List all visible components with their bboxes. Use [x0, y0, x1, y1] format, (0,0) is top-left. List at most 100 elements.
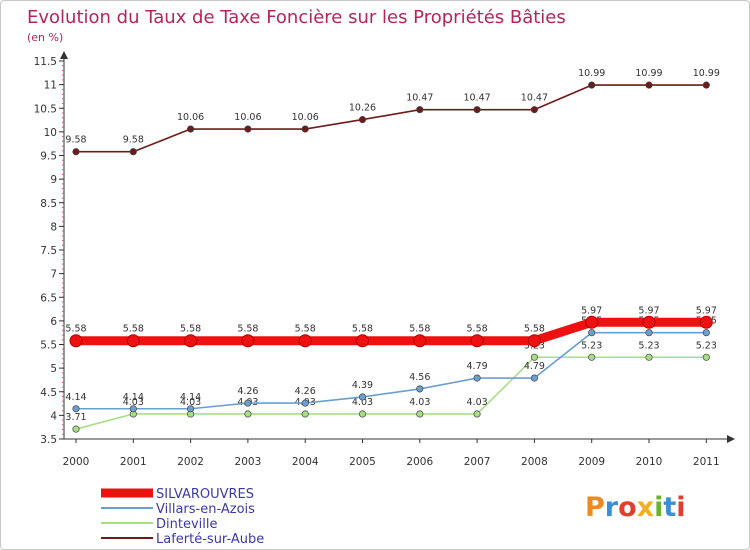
data-label: 10.99: [578, 68, 605, 79]
data-point: [184, 334, 198, 348]
data-point: [473, 106, 481, 114]
chart-title: Evolution du Taux de Taxe Foncière sur l…: [27, 7, 566, 28]
data-label: 10.06: [177, 112, 204, 123]
legend-label: Villars-en-Azois: [156, 502, 255, 517]
data-label: 4.14: [123, 392, 144, 403]
data-point: [530, 353, 538, 361]
series-line: [76, 84, 707, 153]
logo-letter: i: [676, 492, 685, 523]
data-point: [244, 125, 252, 133]
data-label: 10.26: [349, 103, 376, 114]
data-point: [588, 329, 596, 337]
data-label: 4.26: [295, 386, 316, 397]
y-tick-label: 4: [50, 410, 57, 422]
data-point: [244, 410, 252, 418]
data-point: [416, 385, 424, 393]
data-label: 5.23: [696, 340, 717, 351]
data-point: [645, 329, 653, 337]
series-silvarouvres: 5.58 5.58 5.58 5.58 5.58 5.58 5.58 5.58 5.58 5.97…: [65, 305, 717, 348]
data-point: [530, 374, 538, 382]
data-label: 5.58: [295, 324, 316, 335]
data-point: [530, 106, 538, 114]
data-point: [129, 405, 137, 413]
chart-subtitle: (en %): [27, 31, 63, 44]
x-tick-label: 2011: [693, 456, 720, 468]
data-label: 4.03: [180, 397, 201, 408]
data-label: 5.58: [65, 324, 86, 335]
data-point: [358, 393, 367, 401]
y-tick-label: 10.5: [34, 103, 57, 115]
proxiti-wordmark: Proxiti: [585, 492, 686, 523]
data-label: 4.39: [352, 380, 373, 391]
data-label: 4.56: [409, 372, 430, 383]
y-tick-label: 10: [44, 127, 57, 139]
y-tick-label: 8.5: [40, 198, 57, 210]
data-point: [298, 334, 312, 348]
logo-letter: i: [654, 492, 663, 523]
data-label: 10.99: [693, 68, 720, 79]
data-label: 5.97: [696, 305, 717, 316]
x-tick-label: 2001: [120, 456, 147, 468]
series-layer: 9.58 9.58 10.06 10.06 10.06 10.26 10.47 10.47 10…: [65, 68, 720, 433]
data-label: 9.58: [65, 135, 86, 146]
data-label: 5.58: [180, 324, 201, 335]
series-villars-en-azois: 4.144.144.144.264.264.394.564.794.795.75…: [65, 316, 717, 413]
data-point: [473, 374, 481, 382]
data-label: 5.58: [237, 324, 258, 335]
data-label: 10.47: [463, 93, 490, 104]
series-line: [76, 331, 707, 410]
data-point: [126, 334, 140, 348]
data-label: 4.03: [409, 397, 430, 408]
data-label: 4.26: [237, 386, 258, 397]
data-point: [358, 116, 367, 124]
data-point: [413, 334, 427, 348]
data-label: 4.03: [467, 397, 488, 408]
data-point: [702, 353, 710, 361]
data-point: [301, 125, 309, 133]
data-point: [470, 334, 484, 348]
series-line: [76, 317, 707, 346]
y-axis-arrow: [60, 51, 68, 59]
x-tick-label: 2008: [521, 456, 548, 468]
logo-letter: x: [637, 492, 654, 523]
data-point: [416, 106, 424, 114]
y-tick-label: 5.5: [40, 340, 57, 352]
y-tick-label: 7.5: [40, 245, 57, 257]
y-tick-label: 11.5: [34, 56, 57, 68]
data-point: [69, 334, 83, 348]
axes: 3.5 4 4.5 5 5.5 6 6.5 7 7.5 8 8.5 9 9.5 10 10.5 11 11.5 2…: [34, 51, 735, 468]
legend-label: SILVAROUVRES: [156, 487, 254, 502]
data-point: [702, 329, 710, 337]
series-lafert-sur-aube: 9.58 9.58 10.06 10.06 10.06 10.26 10.47 10.47 10…: [65, 68, 720, 156]
legend-label: Laferté-sur-Aube: [156, 532, 264, 547]
data-point: [645, 81, 653, 89]
data-point: [72, 405, 80, 413]
x-tick-label: 2010: [636, 456, 663, 468]
data-label: 9.58: [123, 135, 144, 146]
y-tick-label: 9: [50, 174, 57, 186]
x-tick-label: 2009: [578, 456, 605, 468]
data-label: 4.03: [123, 397, 144, 408]
data-label: 4.03: [352, 397, 373, 408]
x-tick-label: 2006: [406, 456, 433, 468]
data-point: [72, 148, 80, 156]
data-label: 5.23: [581, 340, 602, 351]
data-point: [187, 405, 195, 413]
y-tick-label: 6.5: [40, 292, 57, 304]
data-label: 10.06: [292, 112, 319, 123]
y-tick-label: 3.5: [40, 434, 57, 446]
data-point: [699, 315, 713, 329]
x-tick-label: 2002: [177, 456, 204, 468]
data-label: 10.06: [234, 112, 261, 123]
x-tick-label: 2004: [292, 456, 319, 468]
data-point: [301, 399, 309, 407]
series-dinteville: 3.714.034.034.034.034.034.034.035.235.23…: [65, 340, 717, 433]
logo-letter: o: [618, 492, 637, 523]
y-tick-label: 6: [50, 316, 57, 328]
data-point: [356, 334, 369, 348]
data-label: 10.47: [406, 93, 433, 104]
proxiti-logo: Proxiti: [585, 492, 686, 523]
data-label: 5.58: [524, 324, 545, 335]
